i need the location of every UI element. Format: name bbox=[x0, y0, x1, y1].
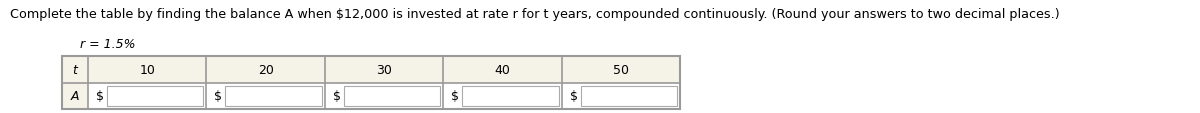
Text: 40: 40 bbox=[494, 63, 510, 76]
Text: 20: 20 bbox=[258, 63, 274, 76]
Text: 10: 10 bbox=[139, 63, 155, 76]
Text: $: $ bbox=[332, 89, 341, 102]
Bar bbox=[107, 86, 204, 106]
Text: $: $ bbox=[215, 89, 222, 102]
Bar bbox=[62, 83, 88, 109]
Bar bbox=[226, 86, 322, 106]
Text: Complete the table by finding the balance A when $12,000 is invested at rate r f: Complete the table by finding the balanc… bbox=[10, 8, 1060, 21]
Bar bbox=[62, 56, 680, 83]
Bar bbox=[62, 56, 88, 83]
Text: t: t bbox=[72, 63, 78, 76]
Bar bbox=[344, 86, 440, 106]
Text: $: $ bbox=[451, 89, 460, 102]
Text: A: A bbox=[71, 89, 79, 102]
Bar bbox=[462, 86, 559, 106]
Text: $: $ bbox=[96, 89, 104, 102]
Text: $: $ bbox=[570, 89, 577, 102]
Bar bbox=[62, 83, 680, 109]
Bar bbox=[581, 86, 677, 106]
Text: 30: 30 bbox=[376, 63, 392, 76]
Bar bbox=[62, 56, 680, 109]
Text: r = 1.5%: r = 1.5% bbox=[80, 38, 136, 51]
Text: 50: 50 bbox=[613, 63, 629, 76]
